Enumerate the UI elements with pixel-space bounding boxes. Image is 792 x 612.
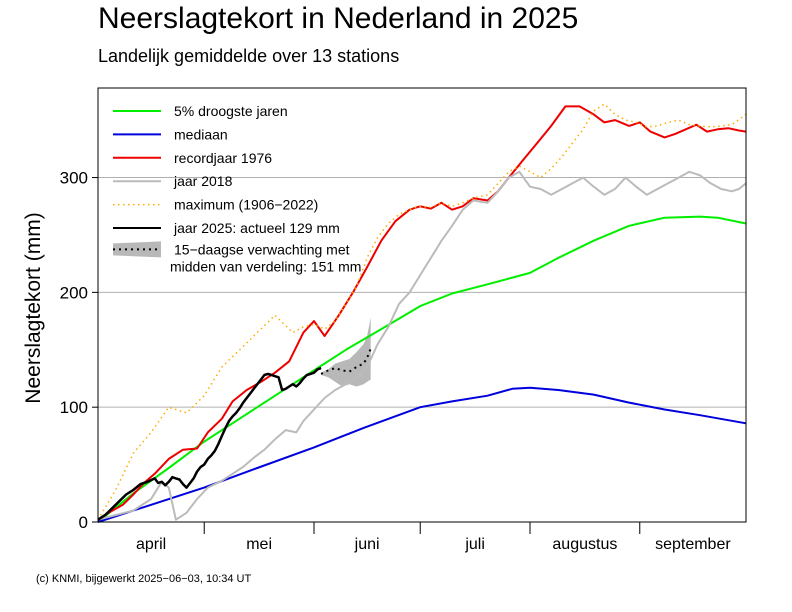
series-line-rec1976	[97, 105, 747, 521]
series-lines	[97, 103, 747, 523]
series-line-y2025	[97, 366, 322, 521]
month-label: september	[655, 536, 731, 553]
month-label: april	[136, 536, 166, 553]
chart-title: Neerslagtekort in Nederland in 2025	[98, 2, 579, 35]
forecast-range-area	[321, 317, 371, 387]
chart-subtitle: Landelijk gemiddelde over 13 stations	[98, 46, 400, 66]
forecast-band	[320, 317, 372, 387]
month-label: mei	[246, 536, 272, 553]
legend-label-rec1976: recordjaar 1976	[174, 150, 272, 166]
series-line-y2018	[97, 170, 747, 521]
legend-label-max: maximum (1906−2022)	[174, 197, 318, 213]
series-line-median	[97, 386, 747, 523]
legend-label-dry5: 5% droogste jaren	[174, 103, 288, 119]
axes: 0 100 200 300 Neerslagtekort (mm) april mei jun…	[22, 169, 731, 553]
legend-label-y2018: jaar 2018	[173, 173, 233, 189]
y-tick-label: 0	[79, 513, 88, 532]
y-tick-label: 200	[60, 283, 88, 302]
plot-frame	[97, 87, 747, 523]
month-label: juli	[464, 536, 485, 553]
series-line-dry5	[97, 215, 747, 523]
y-tick-label: 100	[60, 398, 88, 417]
footer-credit: (c) KNMI, bijgewerkt 2025−06−03, 10:34 U…	[36, 573, 252, 585]
legend-label-y2025: jaar 2025: actueel 129 mm	[173, 220, 340, 236]
month-label: augustus	[552, 536, 617, 553]
series-line-max	[97, 103, 747, 521]
legend: 5% droogste jaren mediaan recordjaar 1976 j…	[113, 103, 361, 274]
legend-label-forecast-line2: midden van verdeling: 151 mm	[170, 258, 361, 274]
legend-label-median: mediaan	[174, 126, 228, 142]
month-label: juni	[354, 536, 380, 553]
legend-label-forecast: 15−daagse verwachting met	[174, 241, 350, 257]
y-axis-label: Neerslagtekort (mm)	[22, 212, 45, 403]
y-tick-label: 300	[60, 169, 88, 188]
